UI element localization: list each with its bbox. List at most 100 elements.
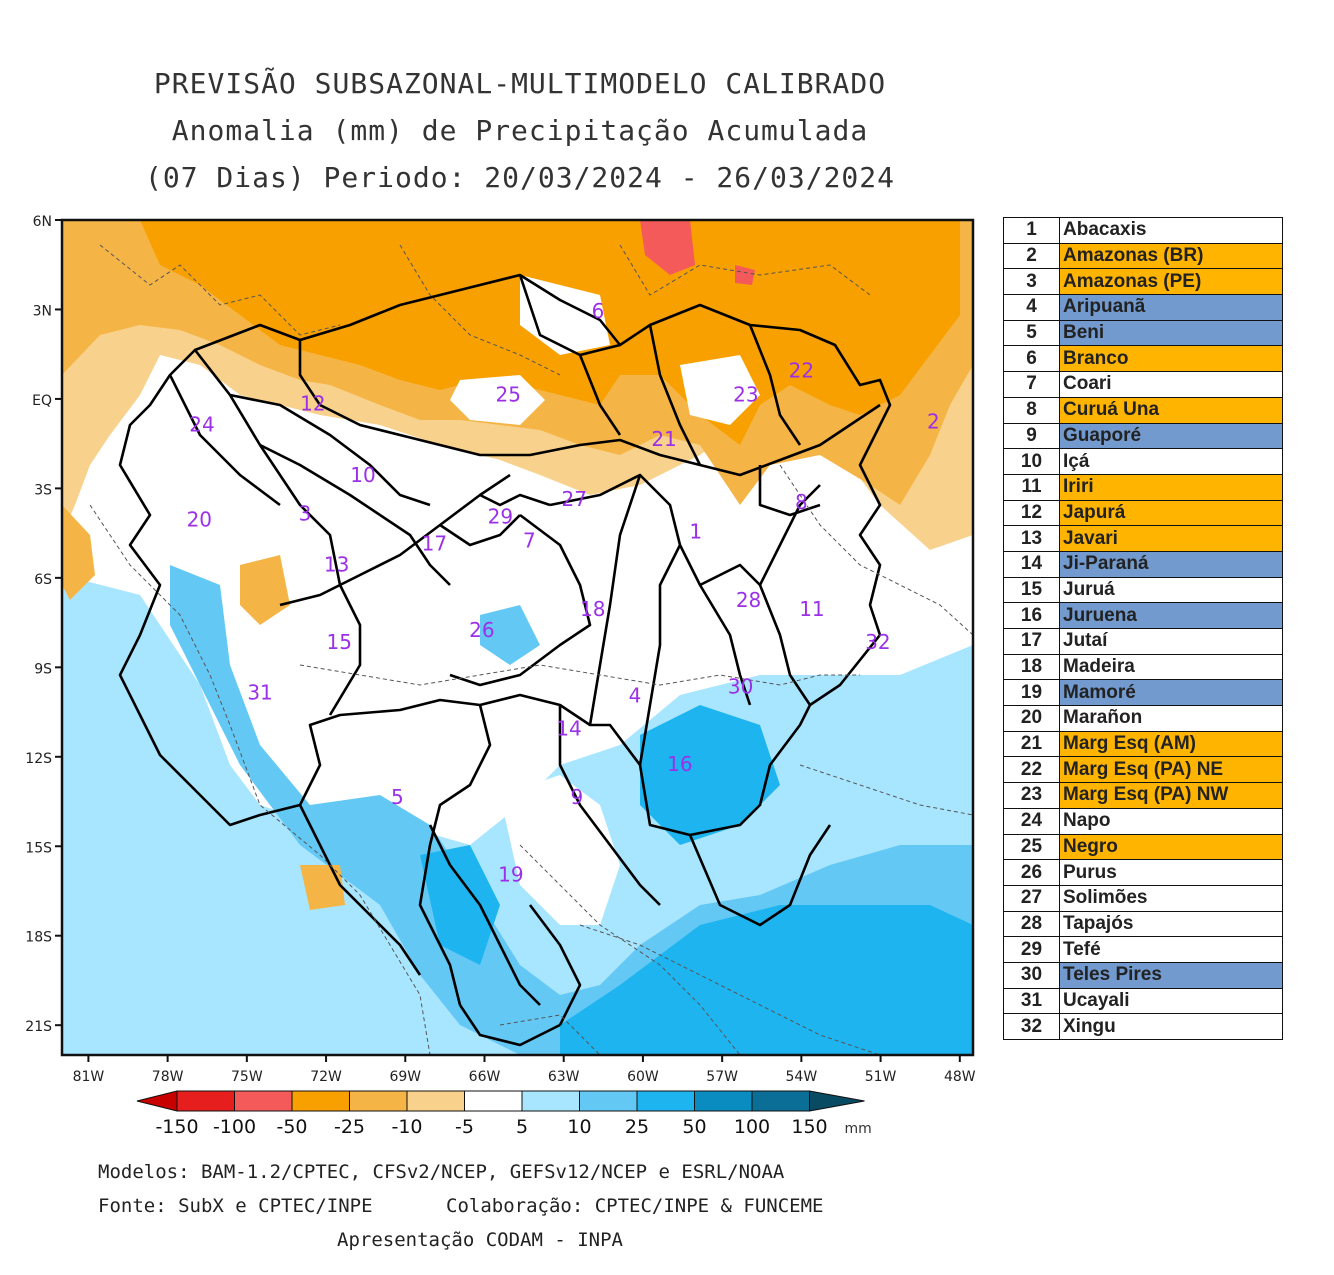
legend-swatch	[349, 1090, 408, 1112]
source-text: Fonte: SubX e CPTEC/INPE	[98, 1195, 373, 1217]
basin-name: Amazonas (BR)	[1059, 242, 1283, 270]
basin-table: 1 Abacaxis 2 Amazonas (BR) 3 Amazonas (PE) 4 Ar…	[1003, 217, 1283, 1040]
basin-label-4: 4	[629, 684, 642, 708]
basin-number: 3	[1003, 268, 1060, 296]
basin-number: 22	[1003, 756, 1060, 784]
basin-label-13: 13	[324, 552, 349, 576]
lon-label: 81W	[73, 1069, 105, 1085]
basin-name: Marg Esq (AM)	[1059, 730, 1283, 758]
lon-label: 66W	[469, 1069, 501, 1085]
basin-name: Guaporé	[1059, 422, 1283, 450]
footer-credits: Modelos: BAM-1.2/CPTEC, CFSv2/NCEP, GEFS…	[60, 1155, 990, 1257]
basin-number: 7	[1003, 371, 1060, 398]
basin-label-23: 23	[733, 382, 758, 406]
basin-row: 10 Içá	[1003, 448, 1283, 475]
basin-label-20: 20	[187, 508, 212, 532]
basin-number: 21	[1003, 730, 1060, 758]
basin-label-31: 31	[247, 681, 272, 705]
lon-label: 69W	[389, 1069, 421, 1085]
basin-row: 26 Purus	[1003, 859, 1283, 886]
lon-label: 75W	[231, 1069, 263, 1085]
basin-number: 13	[1003, 525, 1060, 552]
legend-label: -50	[276, 1116, 307, 1138]
basin-name: Tapajós	[1059, 910, 1283, 938]
basin-row: 2 Amazonas (BR)	[1003, 242, 1283, 270]
basin-row: 24 Napo	[1003, 807, 1283, 835]
lon-label: 72W	[310, 1069, 342, 1085]
lon-label: 60W	[627, 1069, 659, 1085]
lat-label: 15S	[25, 840, 52, 856]
basin-label-27: 27	[562, 487, 587, 511]
basin-row: 31 Ucayali	[1003, 987, 1283, 1015]
basin-name: Ji-Paraná	[1059, 550, 1283, 578]
basin-number: 23	[1003, 782, 1060, 809]
basin-name: Amazonas (PE)	[1059, 268, 1283, 296]
basin-number: 1	[1003, 217, 1060, 244]
basin-row: 19 Mamoré	[1003, 679, 1283, 707]
legend-swatch	[176, 1090, 235, 1112]
basin-name: Japurá	[1059, 499, 1283, 527]
basin-label-7: 7	[523, 529, 536, 553]
basin-row: 13 Javari	[1003, 525, 1283, 552]
lat-label: 18S	[25, 930, 52, 946]
basin-number: 31	[1003, 987, 1060, 1015]
basin-row: 7 Coari	[1003, 371, 1283, 398]
basin-name: Aripuanã	[1059, 294, 1283, 321]
lat-label: 6S	[34, 572, 52, 588]
basin-number: 28	[1003, 910, 1060, 938]
basin-name: Iriri	[1059, 473, 1283, 501]
legend-arrow-right	[809, 1090, 865, 1112]
basin-name: Abacaxis	[1059, 217, 1283, 244]
basin-number: 27	[1003, 884, 1060, 912]
basin-name: Tefé	[1059, 936, 1283, 963]
lat-label: EQ	[32, 393, 52, 409]
presentation-line: Apresentação CODAM - INPA	[337, 1229, 623, 1251]
basin-number: 4	[1003, 294, 1060, 321]
basin-number: 24	[1003, 807, 1060, 835]
basin-row: 28 Tapajós	[1003, 910, 1283, 938]
basin-label-17: 17	[422, 532, 447, 556]
legend-swatch	[751, 1090, 810, 1112]
basin-row: 8 Curuá Una	[1003, 396, 1283, 424]
basin-number: 19	[1003, 679, 1060, 707]
legend-label: 100	[734, 1116, 770, 1138]
basin-number: 17	[1003, 628, 1060, 655]
basin-name: Marg Esq (PA) NW	[1059, 782, 1283, 809]
basin-label-19: 19	[498, 863, 523, 887]
basin-label-9: 9	[571, 785, 584, 809]
color-legend: -150 -100 -50 -25 -10 -5 5 10 25 50 100 150 mm	[120, 1085, 920, 1145]
basin-row: 22 Marg Esq (PA) NE	[1003, 756, 1283, 784]
basin-label-8: 8	[795, 490, 808, 514]
legend-label: 5	[516, 1116, 528, 1138]
lat-label: 12S	[25, 751, 52, 767]
basin-row: 25 Negro	[1003, 833, 1283, 861]
lon-label: 54W	[786, 1069, 818, 1085]
basin-outlines	[118, 273, 892, 1047]
lon-label: 57W	[706, 1069, 738, 1085]
basin-label-32: 32	[865, 630, 890, 654]
basin-label-22: 22	[789, 359, 814, 383]
basin-number: 5	[1003, 319, 1060, 347]
basin-row: 27 Solimões	[1003, 884, 1283, 912]
basin-name: Teles Pires	[1059, 961, 1283, 989]
basin-row: 16 Juruena	[1003, 602, 1283, 629]
basin-row: 18 Madeira	[1003, 653, 1283, 681]
basin-number: 32	[1003, 1013, 1060, 1040]
basin-label-11: 11	[799, 597, 824, 621]
basin-name: Negro	[1059, 833, 1283, 861]
basin-row: 11 Iriri	[1003, 473, 1283, 501]
basin-number: 10	[1003, 448, 1060, 475]
legend-label: -5	[455, 1116, 474, 1138]
basin-row: 14 Ji-Paraná	[1003, 550, 1283, 578]
basin-number: 2	[1003, 242, 1060, 270]
legend-label: -10	[391, 1116, 422, 1138]
basin-number: 11	[1003, 473, 1060, 501]
basin-name: Curuá Una	[1059, 396, 1283, 424]
basin-label-5: 5	[391, 785, 404, 809]
models-line: Modelos: BAM-1.2/CPTEC, CFSv2/NCEP, GEFS…	[98, 1161, 785, 1183]
title-line-1: PREVISÃO SUBSAZONAL-MULTIMODELO CALIBRAD…	[153, 67, 887, 100]
basin-label-28: 28	[736, 588, 761, 612]
basin-number: 26	[1003, 859, 1060, 886]
legend-swatch	[291, 1090, 350, 1112]
precipitation-field	[62, 220, 973, 1055]
